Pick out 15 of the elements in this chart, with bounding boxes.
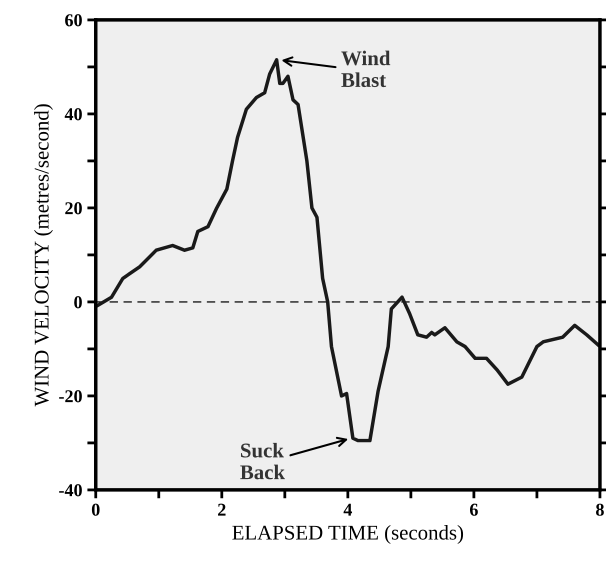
y-tick-label: 20 (65, 202, 82, 214)
y-tick-label: 0 (74, 296, 82, 308)
x-tick-label: 8 (596, 504, 604, 516)
annotation: Suck Back (240, 442, 285, 480)
x-axis-title: ELAPSED TIME (seconds) (232, 525, 464, 544)
x-tick-label: 0 (92, 504, 100, 516)
y-tick-label: 40 (64, 108, 82, 120)
y-tick-label: -40 (59, 484, 82, 496)
y-tick-label: 60 (65, 14, 82, 26)
x-tick-label: 2 (218, 504, 226, 516)
y-tick-label: -20 (59, 390, 82, 402)
y-axis-title: WIND VELOCITY (metres/second) (34, 104, 53, 406)
x-tick-label: 4 (344, 504, 352, 516)
x-tick-label: 6 (470, 504, 478, 516)
annotation: Wind Blast (341, 50, 390, 88)
